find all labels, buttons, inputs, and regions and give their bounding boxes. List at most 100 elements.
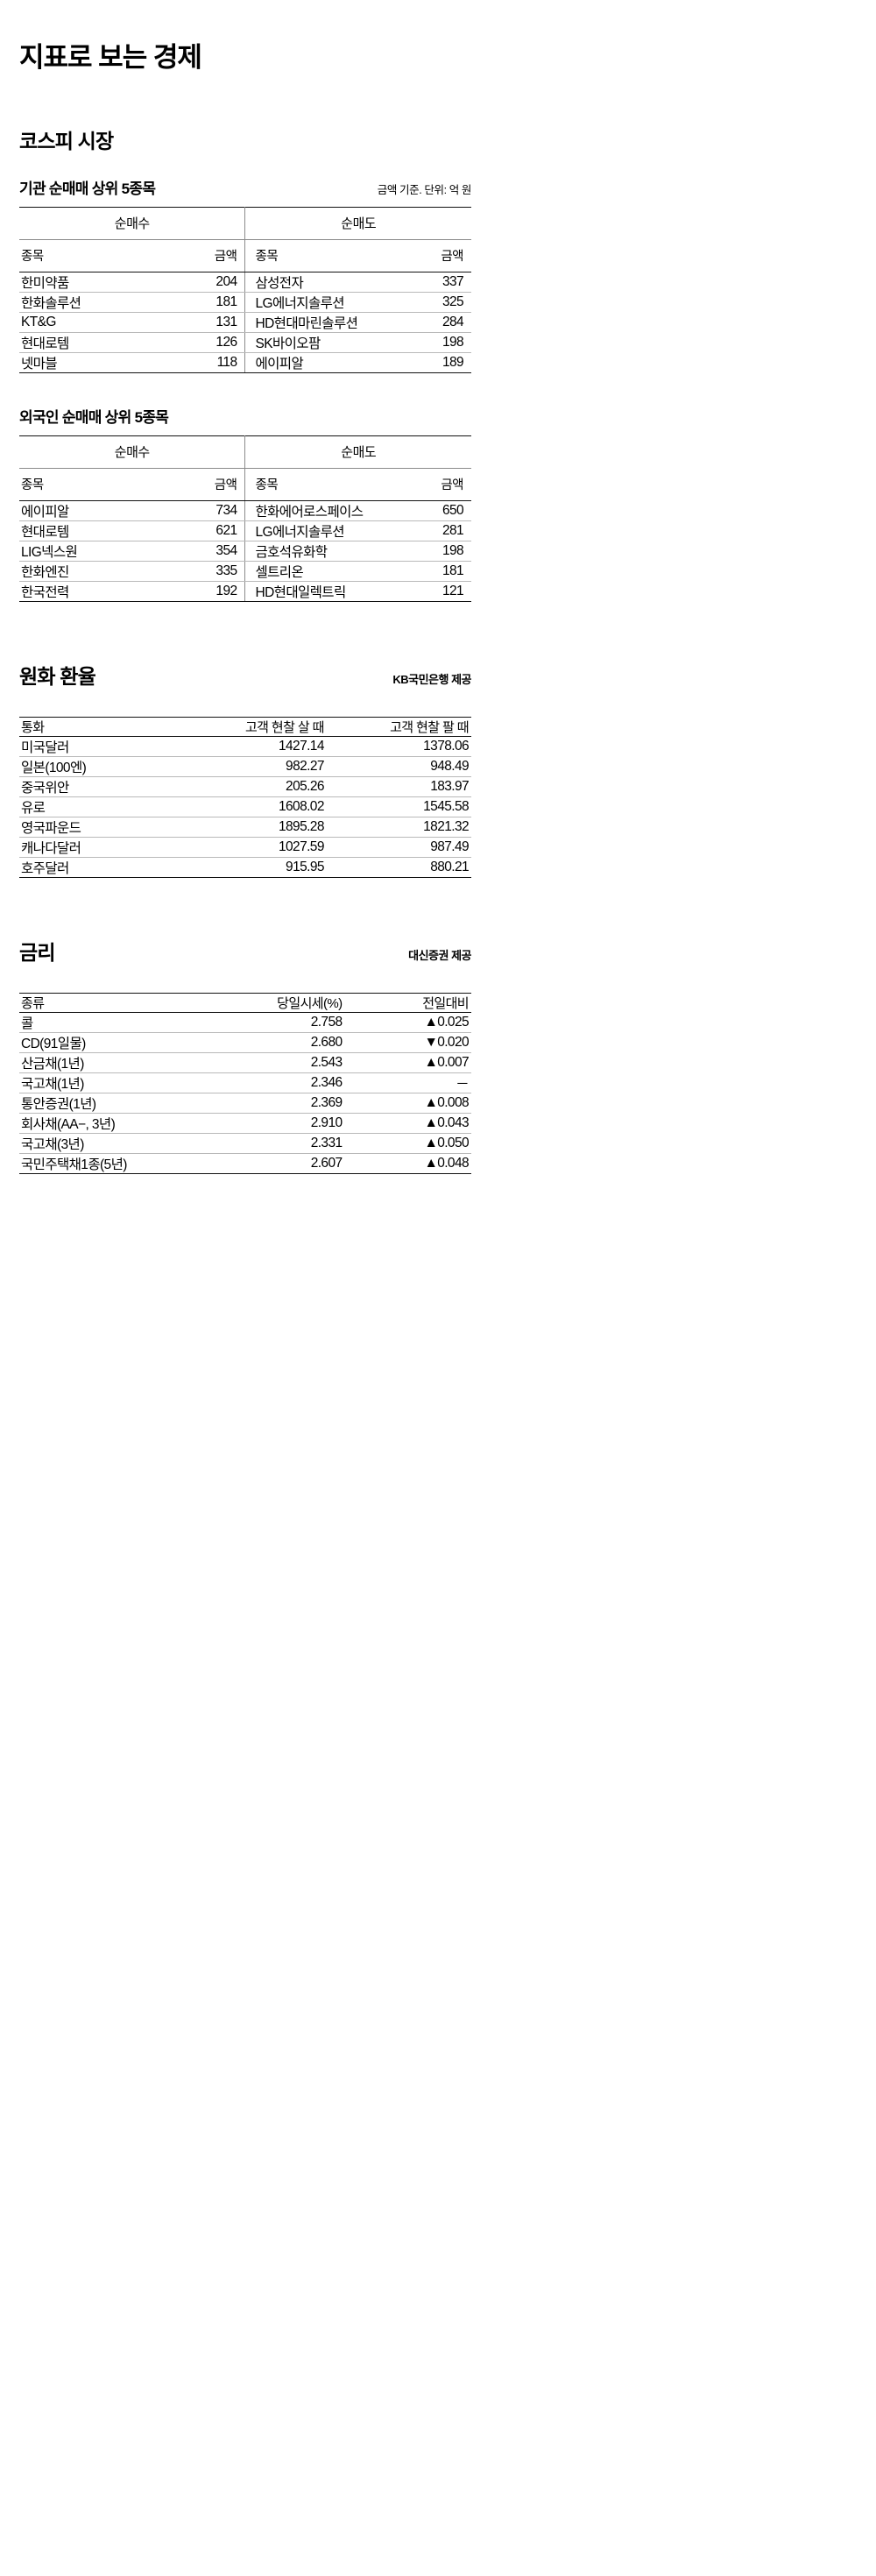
cell-rate-change-up: ▲0.007: [344, 1052, 471, 1074]
col-header-sell-amount: 금액: [394, 468, 471, 502]
column-header-row: 종류 당일시세(%) 전일대비: [19, 993, 471, 1014]
column-header-row: 종목 금액 종목 금액: [19, 468, 471, 502]
cell-sell-name: LG에너지솔루션: [244, 520, 395, 542]
cell-buy-name: 한화솔루션: [19, 292, 169, 314]
table-row: 국민주택채1종(5년) 2.607 ▲0.048: [19, 1153, 471, 1175]
cell-sell-amount: 121: [394, 581, 471, 603]
table-row: 현대로템 126 SK바이오팜 198: [19, 332, 471, 354]
group-header-row: 순매수 순매도: [19, 207, 471, 241]
spacer: [19, 428, 471, 435]
cell-cash-sell: 1821.32: [326, 817, 471, 839]
col-header-change: 전일대비: [344, 993, 471, 1014]
table-row: 국고채(3년) 2.331 ▲0.050: [19, 1133, 471, 1155]
cell-buy-amount: 126: [168, 332, 246, 354]
cell-rate-change-up: ▲0.025: [344, 1012, 471, 1034]
cell-rate-today: 2.331: [218, 1133, 345, 1155]
table-row: KT&G 131 HD현대마린솔루션 284: [19, 312, 471, 334]
spacer: [19, 96, 471, 112]
cell-currency: 미국달러: [19, 736, 182, 758]
cell-rate-change-up: ▲0.050: [344, 1133, 471, 1155]
subtitle-institution: 기관 순매매 상위 5종목: [19, 180, 156, 198]
cell-rate-kind: 산금채(1년): [19, 1052, 219, 1074]
cell-sell-amount: 198: [394, 332, 471, 354]
table-row: 통안증권(1년) 2.369 ▲0.008: [19, 1093, 471, 1115]
cell-rate-kind: CD(91일물): [19, 1032, 219, 1054]
cell-sell-amount: 189: [394, 352, 471, 374]
cell-rate-today: 2.369: [218, 1093, 345, 1115]
cell-sell-amount: 650: [394, 500, 471, 522]
cell-cash-buy: 982.27: [181, 756, 327, 778]
cell-rate-change-up: ▲0.008: [344, 1093, 471, 1115]
cell-buy-name: 넷마블: [19, 352, 169, 374]
col-header-buy-name: 종목: [19, 239, 169, 273]
cell-sell-amount: 198: [394, 541, 471, 563]
cell-sell-amount: 325: [394, 292, 471, 314]
cell-rate-today: 2.758: [218, 1012, 345, 1034]
cell-buy-name: 한미약품: [19, 272, 169, 294]
col-header-buy-amount: 금액: [168, 239, 246, 273]
spacer: [19, 982, 471, 993]
table-row: 호주달러 915.95 880.21: [19, 857, 471, 879]
cell-buy-name: 한국전력: [19, 581, 169, 603]
col-header-sell-name: 종목: [244, 239, 395, 273]
cell-cash-buy: 1027.59: [181, 837, 327, 859]
column-header-row: 통화 고객 현찰 살 때 고객 현찰 팔 때: [19, 717, 471, 738]
table-foreign-net-trading: 순매수 순매도 종목 금액 종목 금액 에이피알 734 한화에어로스페이스 6…: [19, 435, 471, 603]
cell-sell-name: 셀트리온: [244, 561, 395, 583]
cell-currency: 영국파운드: [19, 817, 182, 839]
cell-sell-amount: 281: [394, 520, 471, 542]
cell-cash-buy: 1895.28: [181, 817, 327, 839]
cell-buy-amount: 335: [168, 561, 246, 583]
group-header-row: 순매수 순매도: [19, 435, 471, 470]
cell-sell-name: LG에너지솔루션: [244, 292, 395, 314]
cell-buy-amount: 181: [168, 292, 246, 314]
col-header-currency: 통화: [19, 717, 182, 738]
cell-rate-today: 2.680: [218, 1032, 345, 1054]
table-row: LIG넥스원 354 금호석유화학 198: [19, 541, 471, 563]
col-header-sell-name: 종목: [244, 468, 395, 502]
col-header-today-rate: 당일시세(%): [218, 993, 345, 1014]
table-row: 캐나다달러 1027.59 987.49: [19, 837, 471, 859]
cell-currency: 캐나다달러: [19, 837, 182, 859]
table-row: 넷마블 118 에이피알 189: [19, 352, 471, 374]
column-header-row: 종목 금액 종목 금액: [19, 239, 471, 273]
cell-cash-sell: 1378.06: [326, 736, 471, 758]
rates-provider: 대신증권 제공: [408, 949, 471, 963]
col-header-buy-amount: 금액: [168, 468, 246, 502]
table-row: 일본(100엔) 982.27 948.49: [19, 756, 471, 778]
cell-buy-name: 한화엔진: [19, 561, 169, 583]
table-row: 한화솔루션 181 LG에너지솔루션 325: [19, 292, 471, 314]
group-header-sell: 순매도: [244, 207, 471, 241]
cell-sell-name: HD현대일렉트릭: [244, 581, 395, 603]
cell-rate-kind: 국고채(3년): [19, 1133, 219, 1155]
cell-buy-name: 현대로템: [19, 520, 169, 542]
cell-cash-buy: 1608.02: [181, 796, 327, 818]
cell-cash-sell: 183.97: [326, 776, 471, 798]
cell-buy-name: LIG넥스원: [19, 541, 169, 563]
table-row: 영국파운드 1895.28 1821.32: [19, 817, 471, 839]
spacer: [19, 373, 471, 408]
cell-rate-kind: 콜: [19, 1012, 219, 1034]
table-exchange-rates: 통화 고객 현찰 살 때 고객 현찰 팔 때 미국달러 1427.14 1378…: [19, 717, 471, 879]
cell-rate-kind: 국민주택채1종(5년): [19, 1153, 219, 1175]
fx-header-row: 원화 환율 KB국민은행 제공: [19, 648, 471, 706]
cell-rate-kind: 국고채(1년): [19, 1072, 219, 1094]
rates-header-row: 금리 대신증권 제공: [19, 924, 471, 982]
cell-rate-change-up: ▲0.043: [344, 1113, 471, 1135]
table-row: CD(91일물) 2.680 ▼0.020: [19, 1032, 471, 1054]
table-row: 한화엔진 335 셀트리온 181: [19, 561, 471, 583]
cell-rate-today: 2.910: [218, 1113, 345, 1135]
col-header-buy-name: 종목: [19, 468, 169, 502]
cell-cash-buy: 205.26: [181, 776, 327, 798]
table-row: 유로 1608.02 1545.58: [19, 796, 471, 818]
cell-buy-name: KT&G: [19, 312, 169, 334]
col-header-kind: 종류: [19, 993, 219, 1014]
cell-buy-amount: 734: [168, 500, 246, 522]
page-title: 지표로 보는 경제: [19, 41, 202, 73]
group-header-buy: 순매수: [19, 435, 246, 470]
foreign-rows: 에이피알 734 한화에어로스페이스 650 현대로템 621 LG에너지솔루션…: [19, 500, 471, 603]
cell-rate-kind: 회사채(AA−, 3년): [19, 1113, 219, 1135]
fx-rows: 미국달러 1427.14 1378.06 일본(100엔) 982.27 948…: [19, 736, 471, 879]
cell-currency: 일본(100엔): [19, 756, 182, 778]
cell-rate-today: 2.543: [218, 1052, 345, 1074]
